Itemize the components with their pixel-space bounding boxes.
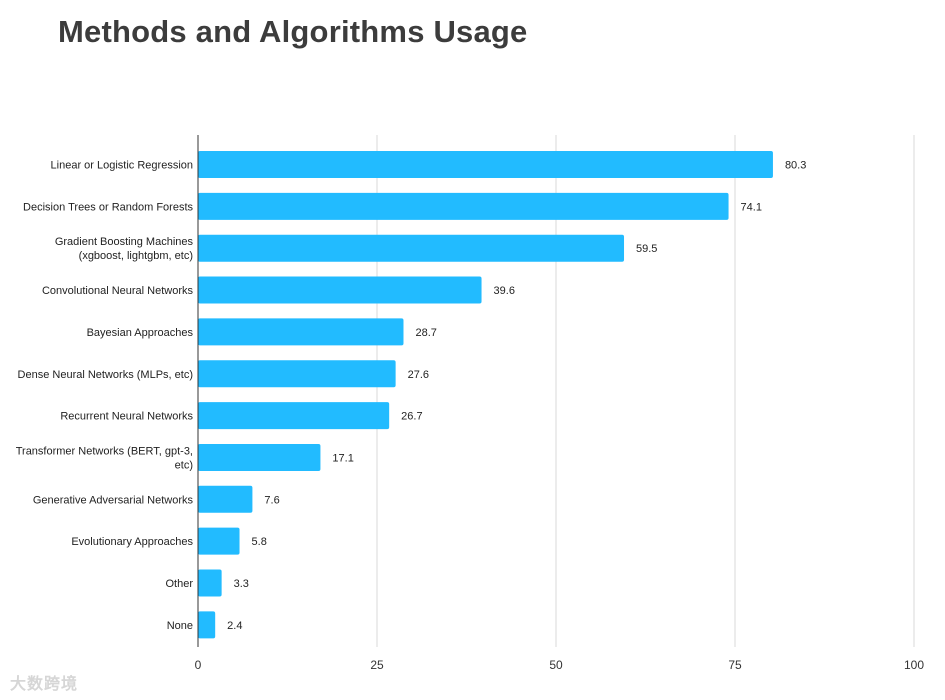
category-label: Transformer Networks (BERT, gpt-3, etc) bbox=[16, 445, 193, 471]
bar bbox=[198, 234, 625, 262]
grid-lines bbox=[376, 135, 915, 647]
data-label: 39.6 bbox=[494, 285, 515, 297]
bar bbox=[198, 443, 321, 471]
data-label: 28.7 bbox=[415, 327, 436, 339]
x-tick-label: 50 bbox=[549, 658, 563, 672]
category-label: None bbox=[167, 620, 193, 632]
category-label: Decision Trees or Random Forests bbox=[23, 201, 193, 213]
bar bbox=[198, 276, 482, 304]
category-label: Convolutional Neural Networks bbox=[42, 285, 194, 297]
bar bbox=[198, 192, 729, 220]
x-tick-labels: 0 25 50 75 100 bbox=[195, 658, 925, 672]
bar bbox=[198, 360, 396, 388]
chart-title: Methods and Algorithms Usage bbox=[58, 14, 528, 49]
category-label: Gradient Boosting Machines (xgboost, ligh… bbox=[55, 236, 194, 262]
bar bbox=[198, 402, 390, 430]
bar bbox=[198, 151, 773, 178]
x-tick-label: 0 bbox=[195, 658, 202, 672]
category-label: Generative Adversarial Networks bbox=[33, 494, 194, 506]
category-label: Dense Neural Networks (MLPs, etc) bbox=[18, 369, 193, 381]
data-label: 80.3 bbox=[785, 160, 806, 172]
x-tick-label: 25 bbox=[370, 658, 384, 672]
data-label: 5.8 bbox=[252, 536, 267, 548]
bars bbox=[198, 151, 773, 639]
bar bbox=[198, 611, 216, 639]
category-label: Linear or Logistic Regression bbox=[51, 160, 193, 172]
watermark: 大数跨境 bbox=[10, 676, 79, 693]
bar bbox=[198, 569, 222, 597]
category-label: Evolutionary Approaches bbox=[71, 536, 193, 548]
data-label: 7.6 bbox=[264, 494, 279, 506]
bar bbox=[198, 318, 404, 346]
data-label: 59.5 bbox=[636, 243, 657, 255]
category-label: Recurrent Neural Networks bbox=[60, 411, 193, 423]
bar bbox=[198, 485, 253, 513]
data-label: 27.6 bbox=[408, 369, 429, 381]
value-labels: 80.3 74.1 59.5 39.6 28.7 27.6 26.7 17.1 7.6 5.8 3.… bbox=[227, 160, 806, 632]
data-label: 74.1 bbox=[741, 201, 762, 213]
category-label: Other bbox=[165, 578, 193, 590]
category-labels: Linear or Logistic Regression Decision Tr… bbox=[16, 160, 194, 632]
category-label: Bayesian Approaches bbox=[87, 327, 194, 339]
data-label: 26.7 bbox=[401, 411, 422, 423]
bar bbox=[198, 527, 240, 555]
data-label: 2.4 bbox=[227, 620, 242, 632]
x-tick-label: 100 bbox=[904, 658, 924, 672]
data-label: 17.1 bbox=[332, 452, 353, 464]
data-label: 3.3 bbox=[234, 578, 249, 590]
x-tick-label: 75 bbox=[728, 658, 742, 672]
